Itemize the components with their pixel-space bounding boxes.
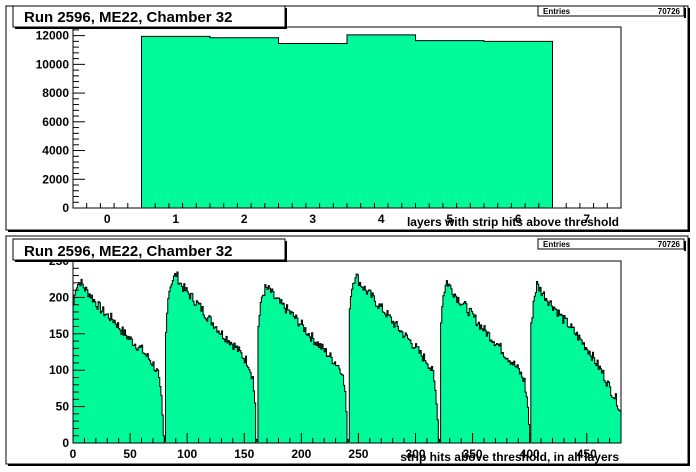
bottom-chart-title: Run 2596, ME22, Chamber 32: [24, 243, 232, 260]
top-y-ticks: 0 2000 4000 6000 8000 10000 12000: [36, 29, 85, 215]
x-tick-label: 100: [177, 447, 197, 461]
top-plot-area: 0 1 2 3 4 5 6 7 0 2000 4000 6000 8000 10000 12000: [36, 26, 622, 226]
x-tick-label: 0: [104, 212, 111, 226]
x-tick-label: 3: [309, 212, 316, 226]
y-tick-label: 150: [49, 327, 69, 341]
pad-top: 0 1 2 3 4 5 6 7 0 2000 4000 6000 8000 10000 12000 Run…: [5, 5, 690, 232]
y-tick-label: 10000: [36, 57, 70, 71]
top-chart-title: Run 2596, ME22, Chamber 32: [24, 9, 232, 26]
top-stats-value: 70726: [658, 7, 681, 16]
y-tick-label: 200: [49, 290, 69, 304]
y-tick-label: 0: [62, 201, 69, 215]
top-title-box: Run 2596, ME22, Chamber 32: [12, 5, 287, 29]
x-tick-label: 2: [241, 212, 248, 226]
y-tick-label: 12000: [36, 29, 70, 43]
x-tick-label: 200: [291, 447, 311, 461]
bottom-stats-label: Entries: [543, 240, 571, 249]
y-tick-label: 6000: [42, 115, 69, 129]
pad-bottom-frame-shadow-right: [688, 238, 690, 466]
y-tick-label: 50: [56, 400, 70, 414]
y-tick-label: 8000: [42, 86, 69, 100]
bottom-plot-area: 0 50 100 150 200 250 300 350 400 450 0 50 100 150 200…: [49, 254, 622, 461]
top-stats-box: Entries 70726: [537, 5, 686, 18]
x-tick-label: 7: [583, 212, 590, 226]
x-tick-label: 5: [446, 212, 453, 226]
y-tick-label: 100: [49, 363, 69, 377]
x-tick-label: 450: [577, 447, 597, 461]
x-tick-label: 1: [172, 212, 179, 226]
y-tick-label: 2000: [42, 172, 69, 186]
x-tick-label: 4: [378, 212, 385, 226]
top-stats-label: Entries: [543, 7, 571, 16]
x-tick-label: 50: [123, 447, 137, 461]
bottom-title-box: Run 2596, ME22, Chamber 32: [12, 238, 287, 262]
bottom-stats-box: Entries 70726: [537, 238, 686, 251]
x-tick-label: 250: [348, 447, 368, 461]
top-x-axis-label: layers with strip hits above threshold: [407, 215, 619, 229]
x-tick-label: 300: [405, 447, 425, 461]
x-tick-label: 350: [463, 447, 483, 461]
x-tick-label: 150: [234, 447, 254, 461]
top-x-ticks: 0 1 2 3 4 5 6 7: [72, 203, 622, 226]
bottom-x-axis-label: strip hits above threshold, in all layer…: [400, 450, 619, 464]
bottom-stats-value: 70726: [658, 240, 681, 249]
top-histogram-fill: [141, 34, 553, 209]
bottom-x-ticks: 0 50 100 150 200 250 300 350 400 450: [70, 433, 622, 461]
pad-bottom-frame-shadow-bottom: [8, 464, 690, 466]
pad-top-frame-shadow-right: [688, 8, 690, 232]
x-tick-label: 400: [520, 447, 540, 461]
pad-bottom: 0 50 100 150 200 250 300 350 400 450 0 50 100 150 200…: [5, 235, 690, 466]
pad-top-frame-shadow-bottom: [8, 230, 690, 232]
x-tick-label: 0: [70, 447, 77, 461]
y-tick-label: 4000: [42, 144, 69, 158]
y-tick-label: 0: [62, 436, 69, 450]
x-tick-label: 6: [515, 212, 522, 226]
